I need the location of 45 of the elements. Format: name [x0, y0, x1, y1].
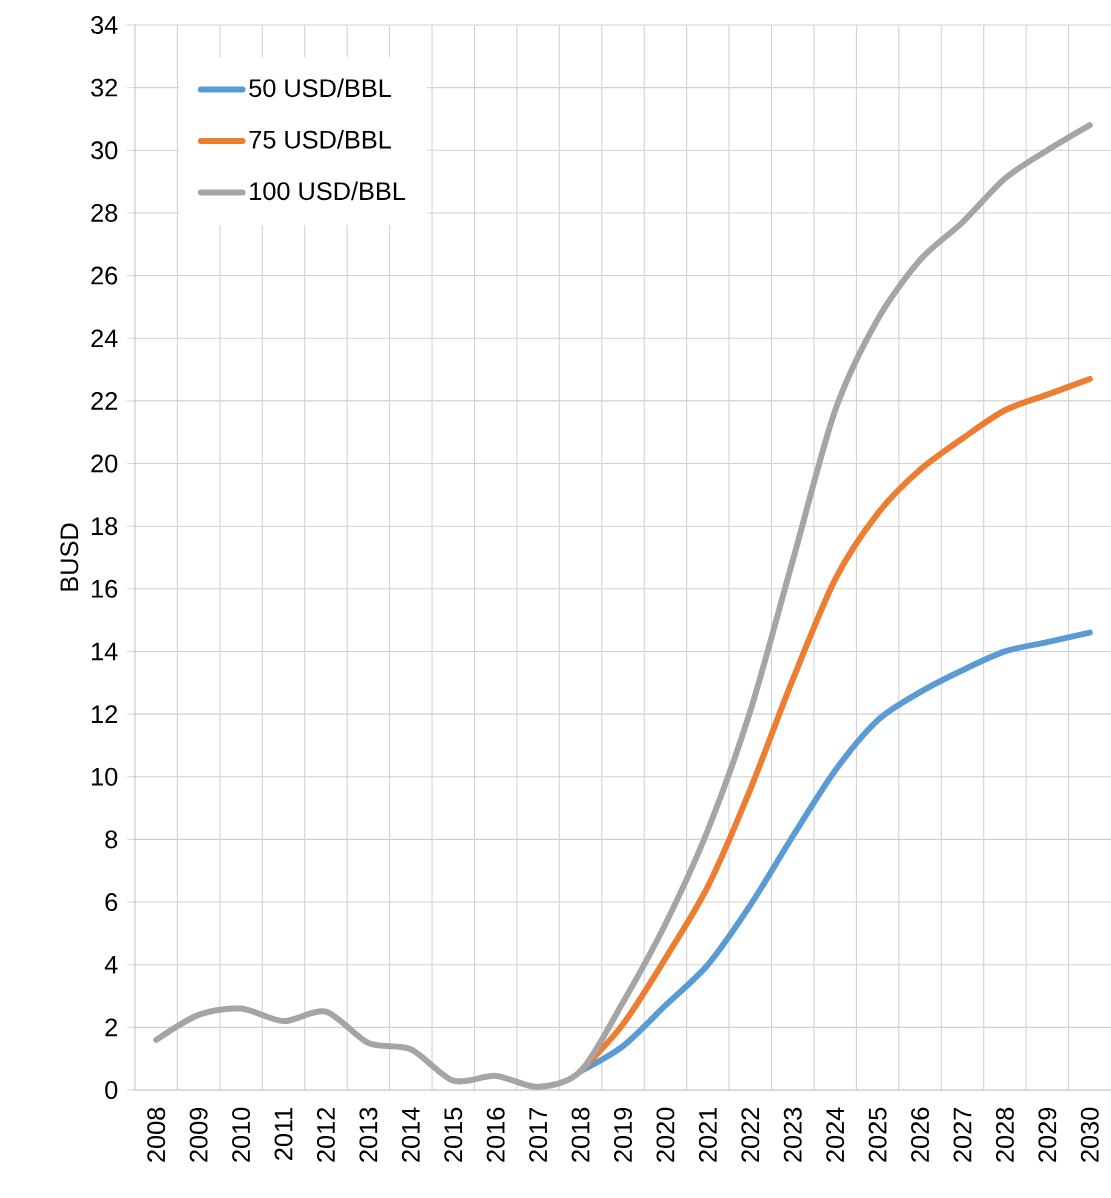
x-tick-label: 2026 [911, 1107, 930, 1162]
legend-label: 50 USD/BBL [249, 78, 391, 98]
x-tick-label: 2009 [189, 1107, 208, 1162]
x-tick-label: 2023 [783, 1107, 802, 1162]
x-tick-label: 2028 [995, 1107, 1014, 1162]
y-tick-label: 32 [91, 78, 118, 97]
y-tick-label: 26 [91, 266, 118, 285]
y-tick-label: 24 [91, 329, 118, 348]
x-tick-label: 2017 [529, 1107, 548, 1162]
y-tick-label: 34 [91, 16, 118, 34]
x-tick-label: 2030 [1080, 1107, 1099, 1162]
y-tick-label: 4 [104, 956, 118, 974]
y-tick-label: 0 [105, 1081, 118, 1099]
y-tick-label: 30 [91, 141, 118, 160]
x-tick-label: 2014 [401, 1107, 420, 1162]
x-tick-label: 2022 [741, 1107, 760, 1162]
y-tick-label: 10 [92, 767, 118, 786]
y-tick-label: 2 [105, 1018, 118, 1037]
x-tick-label: 2019 [614, 1107, 632, 1162]
y-tick-label: 6 [105, 893, 118, 912]
legend-label: 75 USD/BBL [249, 130, 391, 149]
y-tick-label: 14 [92, 642, 118, 661]
y-axis-title: BUSD [60, 523, 79, 591]
x-tick-label: 2015 [444, 1107, 463, 1162]
y-tick-label: 20 [91, 454, 118, 473]
y-tick-label: 28 [91, 203, 118, 222]
x-tick-label: 2021 [698, 1107, 717, 1162]
x-tick-label: 2020 [656, 1107, 675, 1162]
x-tick-label: 2016 [486, 1107, 505, 1162]
x-tick-label: 2012 [316, 1107, 335, 1162]
legend-label: 100 USD/BBL [250, 181, 406, 201]
y-tick-label: 22 [91, 392, 118, 410]
x-tick-label: 2029 [1038, 1107, 1057, 1162]
y-tick-label: 12 [92, 705, 118, 723]
x-tick-label: 2008 [147, 1107, 166, 1162]
y-tick-label: 8 [105, 830, 118, 849]
x-tick-label: 2010 [232, 1107, 251, 1162]
y-tick-label: 16 [92, 579, 118, 598]
x-tick-label: 2013 [359, 1107, 378, 1162]
x-tick-label: 2011 [274, 1107, 293, 1160]
x-tick-label: 2018 [571, 1107, 590, 1162]
x-tick-label: 2025 [868, 1107, 887, 1162]
y-tick-label: 18 [92, 517, 118, 536]
x-tick-label: 2027 [953, 1107, 972, 1162]
x-tick-label: 2024 [826, 1107, 845, 1162]
